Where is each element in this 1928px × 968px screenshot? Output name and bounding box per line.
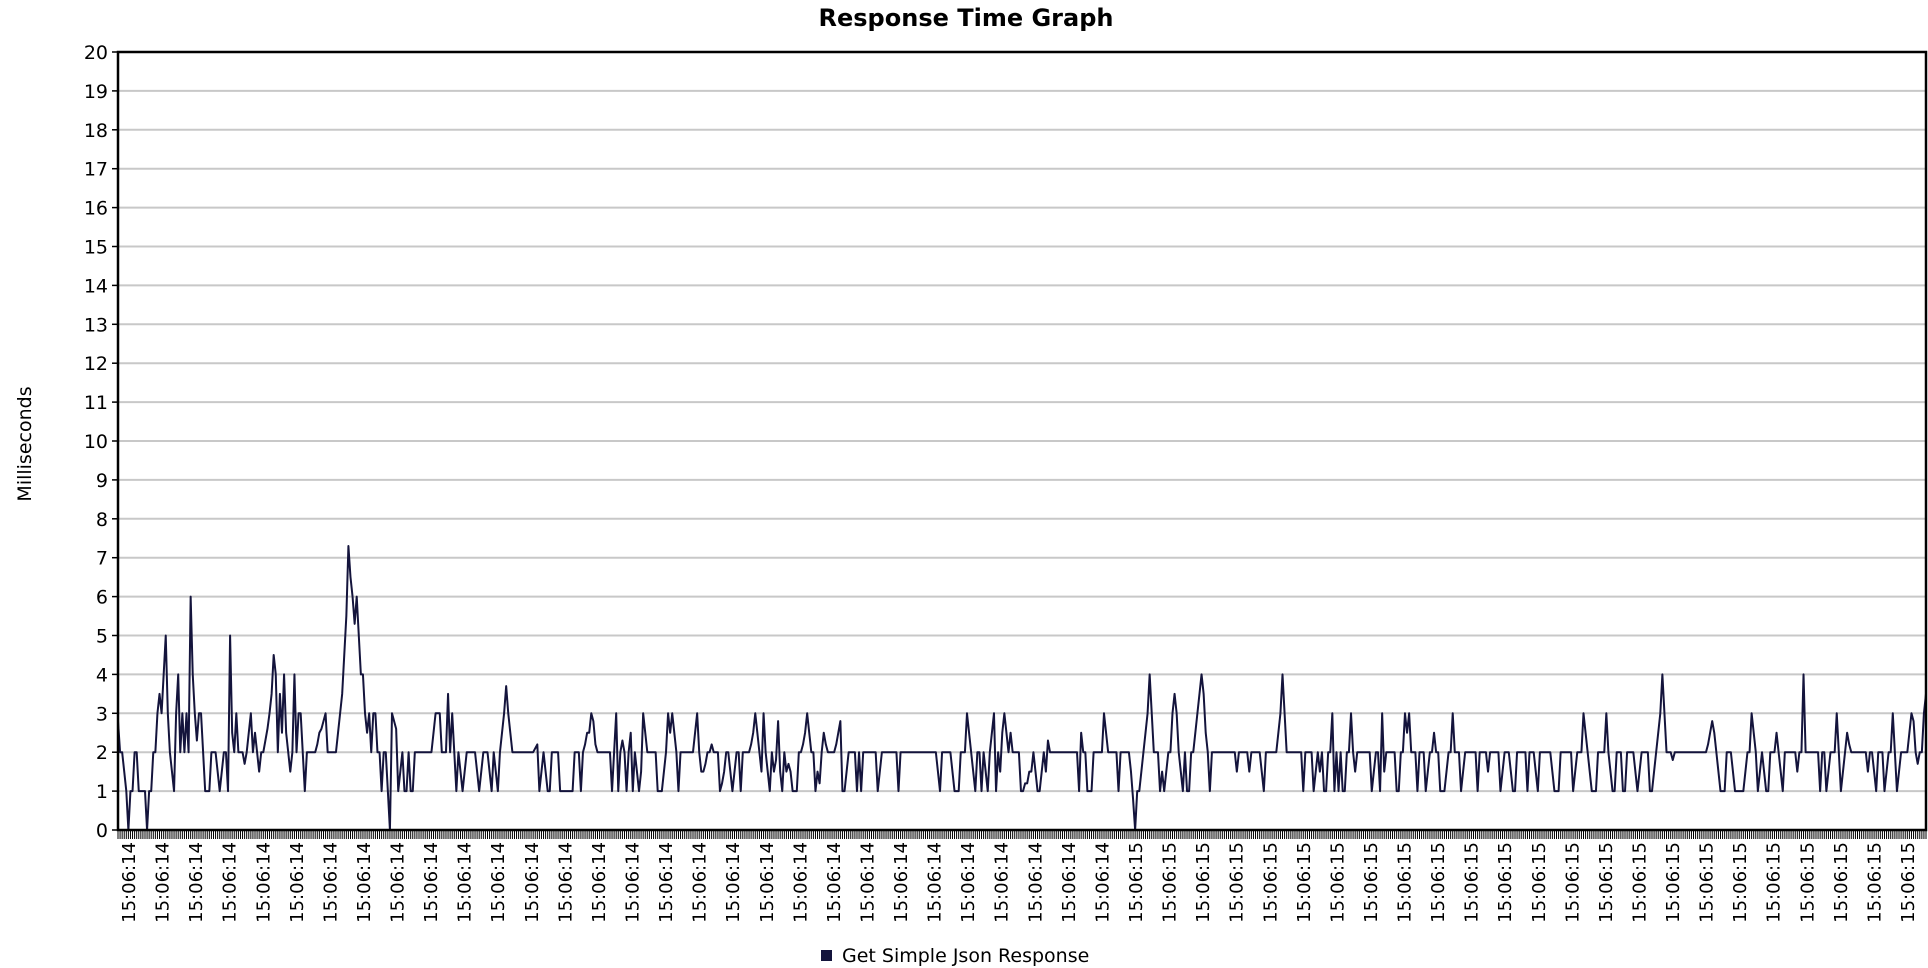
x-tick-label: 15:06:15 — [1529, 842, 1550, 923]
y-axis-label: Milliseconds — [14, 386, 36, 501]
x-tick-label: 15:06:15 — [1160, 842, 1181, 923]
y-tick-label: 8 — [96, 509, 108, 531]
x-tick-label: 15:06:15 — [1294, 842, 1315, 923]
y-tick-label: 13 — [84, 314, 108, 336]
x-tick-label: 15:06:14 — [253, 842, 274, 923]
x-tick-label: 15:06:14 — [1059, 842, 1080, 923]
x-tick-label: 15:06:15 — [1730, 842, 1751, 923]
y-tick-label: 7 — [96, 548, 108, 570]
x-tick-label: 15:06:14 — [857, 842, 878, 923]
x-tick-label: 15:06:14 — [186, 842, 207, 923]
x-tick-label: 15:06:14 — [790, 842, 811, 923]
x-tick-label: 15:06:14 — [589, 842, 610, 923]
x-tick-label: 15:06:14 — [656, 842, 677, 923]
x-tick-label: 15:06:15 — [1831, 842, 1852, 923]
y-tick-label: 12 — [84, 353, 108, 375]
x-tick-label: 15:06:14 — [958, 842, 979, 923]
y-tick-label: 6 — [96, 587, 108, 609]
x-tick-label: 15:06:15 — [1126, 842, 1147, 923]
x-tick-label: 15:06:15 — [1596, 842, 1617, 923]
x-tick-label: 15:06:15 — [1562, 842, 1583, 923]
x-tick-label: 15:06:14 — [690, 842, 711, 923]
y-tick-label: 3 — [96, 703, 108, 725]
series-layer — [117, 545, 1927, 831]
x-tick-label: 15:06:14 — [388, 842, 409, 923]
x-tick-label: 15:06:14 — [455, 842, 476, 923]
y-tick-label: 9 — [96, 470, 108, 492]
y-tick-label: 2 — [96, 742, 108, 764]
chart-title: Response Time Graph — [819, 4, 1114, 32]
x-tick-label: 15:06:15 — [1898, 842, 1919, 923]
x-tick-label: 15:06:15 — [1193, 842, 1214, 923]
x-tick-label: 15:06:14 — [522, 842, 543, 923]
y-tick-label: 20 — [84, 42, 108, 64]
y-tick-label: 15 — [84, 237, 108, 259]
x-tick-label: 15:06:15 — [1428, 842, 1449, 923]
x-tick-label: 15:06:14 — [925, 842, 946, 923]
y-tick-label: 19 — [84, 81, 108, 103]
y-tick-label: 4 — [96, 664, 108, 686]
x-tick-label: 15:06:15 — [1697, 842, 1718, 923]
y-tick-label: 11 — [84, 392, 108, 414]
x-tick-label: 15:06:14 — [1092, 842, 1113, 923]
x-tick-label: 15:06:14 — [488, 842, 509, 923]
x-tick-label: 15:06:15 — [1462, 842, 1483, 923]
y-tick-label: 10 — [84, 431, 108, 453]
x-tick-label: 15:06:14 — [1025, 842, 1046, 923]
legend-swatch-get-simple-json-response — [821, 950, 832, 961]
legend-label-get-simple-json-response: Get Simple Json Response — [842, 945, 1089, 967]
legend: Get Simple Json Response — [821, 945, 1089, 967]
x-tick-label: 15:06:14 — [421, 842, 442, 923]
plot-area-frame — [116, 50, 1928, 832]
x-tick-label: 15:06:15 — [1395, 842, 1416, 923]
gridlines — [118, 89, 1926, 793]
x-tick-label: 15:06:15 — [1327, 842, 1348, 923]
y-tick-label: 0 — [96, 820, 108, 842]
x-tick-label: 15:06:14 — [622, 842, 643, 923]
x-tick-label: 15:06:14 — [287, 842, 308, 923]
x-tick-label: 15:06:14 — [119, 842, 140, 923]
x-tick-label: 15:06:14 — [220, 842, 241, 923]
x-tick-label: 15:06:15 — [1629, 842, 1650, 923]
y-tick-label: 18 — [84, 120, 108, 142]
x-tick-label: 15:06:15 — [1260, 842, 1281, 923]
y-tick-label: 14 — [84, 275, 108, 297]
x-tick-label: 15:06:15 — [1495, 842, 1516, 923]
x-tick-label: 15:06:14 — [320, 842, 341, 923]
x-tick-label: 15:06:14 — [891, 842, 912, 923]
x-tick-label: 15:06:15 — [1361, 842, 1382, 923]
x-axis-ticks: 15:06:14 15:06:14 15:06:14 15:06:14 15:06:14… — [117, 830, 1927, 923]
y-tick-label: 1 — [96, 781, 108, 803]
y-tick-label: 5 — [96, 626, 108, 648]
y-tick-label: 16 — [84, 198, 108, 220]
x-tick-label: 15:06:14 — [757, 842, 778, 923]
x-tick-label: 15:06:15 — [1663, 842, 1684, 923]
x-tick-label: 15:06:14 — [992, 842, 1013, 923]
series-line-get-simple-json-response — [117, 545, 1927, 831]
x-tick-label: 15:06:15 — [1797, 842, 1818, 923]
x-tick-label: 15:06:14 — [723, 842, 744, 923]
x-tick-label: 15:06:15 — [1227, 842, 1248, 923]
x-tick-label: 15:06:14 — [153, 842, 174, 923]
x-tick-label: 15:06:15 — [1764, 842, 1785, 923]
y-tick-label: 17 — [84, 159, 108, 181]
x-tick-label: 15:06:14 — [824, 842, 845, 923]
x-tick-label: 15:06:14 — [354, 842, 375, 923]
x-tick-label: 15:06:14 — [555, 842, 576, 923]
x-tick-label: 15:06:15 — [1864, 842, 1885, 923]
